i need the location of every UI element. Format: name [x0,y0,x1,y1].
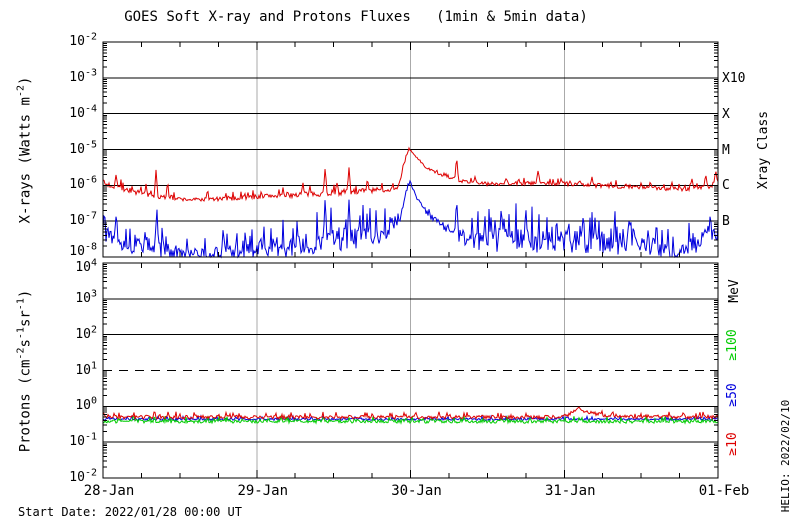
y-tick-label: 10-7 [69,210,97,229]
x-tick-label: 31-Jan [544,483,596,499]
proton-energy-label: ≥10 [724,432,740,456]
xray-class-label: X10 [722,70,746,86]
y-tick-exponent: -5 [84,139,97,151]
y-tick-label: 10-3 [69,67,97,85]
y-tick-label: 10-4 [69,103,97,121]
y-tick-exponent: -2 [84,31,97,43]
y-tick-exponent: -8 [84,241,97,253]
proton-axis-title-sup3: -1 [15,298,27,311]
trace-proton-ge10-red [102,406,719,421]
y-tick-label: 10-2 [69,467,97,485]
y-tick-exponent: 1 [90,360,97,372]
y-tick-label: 102 [75,324,97,342]
xray-class-label: X [722,106,730,122]
y-tick-exponent: -1 [84,431,97,443]
xray-class-label: B [722,214,730,230]
proton-axis-title-sup2: -1 [15,327,27,340]
proton-energy-label: ≥100 [724,329,740,362]
xray-axis-title-sup: -2 [15,84,27,98]
proton-axis-title-text: Protons (cm [17,359,34,453]
y-tick-label: 104 [75,257,97,275]
y-tick-exponent: -3 [84,67,97,79]
y-tick-label: 10-6 [69,175,97,193]
y-tick-label: 10-8 [69,241,97,259]
xray-axis-title-text: X-rays (Watts m [17,97,34,224]
y-tick-label: 100 [75,396,97,414]
credit-watermark: HELIO: 2022/02/10 [778,399,792,513]
y-tick-exponent: -6 [84,175,97,186]
xray-axis-title: X-rays (Watts m-2) [15,76,34,224]
y-tick-label: 10-5 [69,139,97,157]
xray-class-label: C [722,178,730,194]
xray-class-axis-title: Xray Class [755,110,771,190]
y-tick-label: 101 [75,360,97,378]
y-tick-label: 10-2 [69,31,97,49]
y-tick-exponent: -4 [84,103,97,115]
proton-energy-label: ≥50 [724,382,740,407]
y-tick-exponent: 3 [90,288,97,300]
trace-proton-ge100-green [102,414,719,425]
y-tick-label: 103 [75,288,97,306]
y-tick-exponent: 4 [90,257,97,269]
trace-xray-long-red [102,146,719,203]
x-tick-label: 28-Jan [83,483,135,499]
proton-axis-title: Protons (cm-2s-1sr-1) [15,289,34,453]
x-tick-label: 29-Jan [237,483,289,499]
y-tick-label: 10-1 [69,431,97,450]
footer-start-date: Start Date: 2022/01/28 00:00 UT [18,505,242,519]
proton-axis-title-mid2: sr [17,310,34,328]
chart-title: GOES Soft X-ray and Protons Fluxes (1min… [124,9,588,25]
proton-axis-title-close: ) [17,289,34,299]
xray-class-label: M [722,142,730,158]
y-tick-exponent: 2 [90,324,97,336]
proton-axis-title-mid1: s [17,339,34,348]
proton-mev-axis-title: MeV [726,279,742,303]
y-tick-exponent: -2 [84,467,97,479]
y-tick-exponent: -7 [84,210,97,222]
x-tick-label: 30-Jan [391,483,442,499]
x-tick-label: 01-Feb [698,483,750,499]
xray-axis-title-close: ) [17,76,34,85]
trace-xray-short-blue [102,179,719,259]
y-tick-exponent: 0 [90,396,97,407]
proton-axis-title-sup1: -2 [15,347,27,360]
trace-proton-ge50-blue [102,414,719,422]
